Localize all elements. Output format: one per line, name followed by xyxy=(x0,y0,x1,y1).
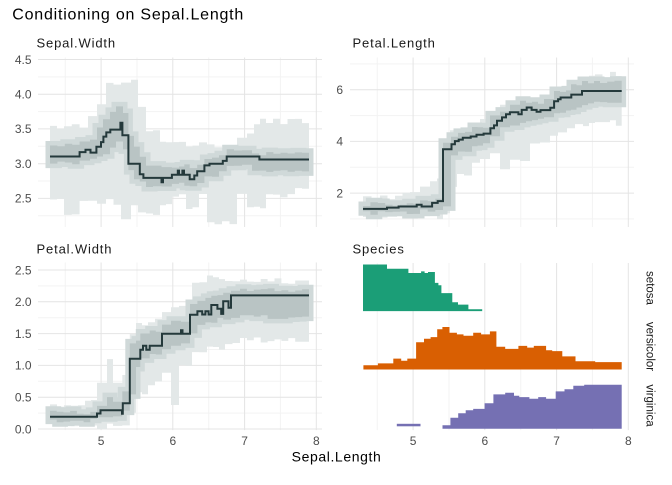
svg-text:0.5: 0.5 xyxy=(15,391,32,405)
svg-text:2.5: 2.5 xyxy=(15,192,32,206)
svg-text:4.5: 4.5 xyxy=(15,53,32,67)
svg-text:Conditioning on Sepal.Length: Conditioning on Sepal.Length xyxy=(12,7,244,24)
svg-text:2.5: 2.5 xyxy=(15,263,32,277)
svg-text:2: 2 xyxy=(336,186,343,200)
svg-text:5: 5 xyxy=(98,434,105,448)
svg-text:3.5: 3.5 xyxy=(15,122,32,136)
svg-text:versicolor: versicolor xyxy=(644,322,656,371)
svg-text:1.5: 1.5 xyxy=(15,327,32,341)
svg-text:Sepal.Width: Sepal.Width xyxy=(37,36,116,51)
svg-text:setosa: setosa xyxy=(644,271,656,305)
svg-text:0.0: 0.0 xyxy=(15,422,32,436)
svg-text:Petal.Width: Petal.Width xyxy=(37,242,113,257)
svg-text:virginica: virginica xyxy=(644,384,656,427)
svg-text:8: 8 xyxy=(625,434,632,448)
svg-text:6: 6 xyxy=(481,434,488,448)
svg-text:1.0: 1.0 xyxy=(15,359,32,373)
svg-text:7: 7 xyxy=(553,434,560,448)
svg-text:3.0: 3.0 xyxy=(15,157,32,171)
svg-text:Species: Species xyxy=(353,242,405,257)
svg-text:8: 8 xyxy=(313,434,320,448)
svg-text:6: 6 xyxy=(169,434,176,448)
svg-text:7: 7 xyxy=(241,434,248,448)
svg-text:4.0: 4.0 xyxy=(15,88,32,102)
svg-text:2.0: 2.0 xyxy=(15,295,32,309)
svg-text:Petal.Length: Petal.Length xyxy=(353,36,436,51)
svg-text:5: 5 xyxy=(410,434,417,448)
svg-text:Sepal.Length: Sepal.Length xyxy=(292,449,382,465)
svg-text:4: 4 xyxy=(336,135,343,149)
svg-text:6: 6 xyxy=(336,83,343,97)
